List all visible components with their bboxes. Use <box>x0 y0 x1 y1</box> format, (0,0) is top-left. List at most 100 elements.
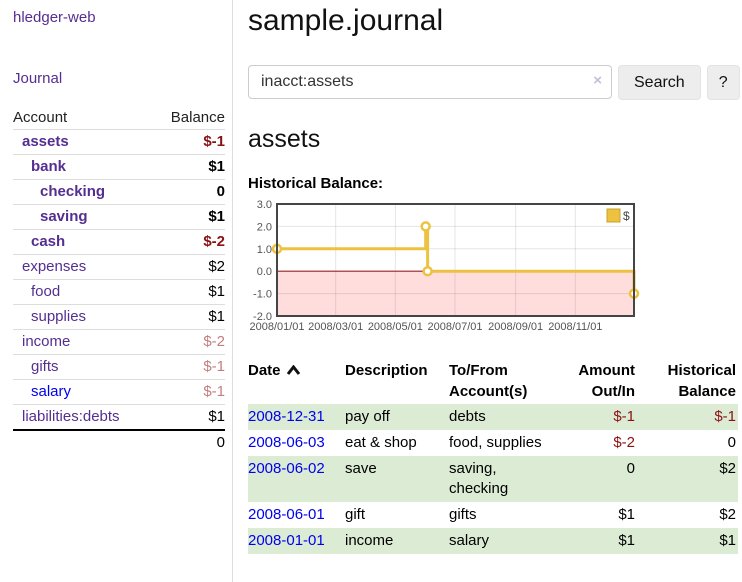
account-row: assets $-1 <box>13 129 225 155</box>
transaction-description: save <box>345 460 377 477</box>
transaction-accounts: food, supplies <box>449 434 542 451</box>
transaction-date-cell: 2008-06-01 <box>248 502 345 528</box>
transaction-description: income <box>345 532 394 549</box>
account-link[interactable]: gifts <box>31 358 59 375</box>
transaction-balance: $-1 <box>714 408 736 425</box>
register-col-label: Historical <box>667 362 736 379</box>
account-link[interactable]: assets <box>22 133 69 150</box>
transaction-date-cell: 2008-06-03 <box>248 430 345 456</box>
account-link[interactable]: bank <box>31 158 67 175</box>
register-col-label: Description <box>345 362 428 379</box>
page-title: sample.journal <box>248 4 444 37</box>
register-col-historical: Historical Balance <box>643 358 738 404</box>
register-header-row: Date Description To/From Account(s) Amount Ou… <box>248 358 738 404</box>
account-link[interactable]: expenses <box>22 258 87 275</box>
chart-border <box>276 203 635 317</box>
transaction-balance: $2 <box>719 506 736 523</box>
account-balance: $1 <box>153 204 225 230</box>
register-col-description: Description <box>345 358 449 404</box>
register-col-date[interactable]: Date <box>248 358 345 404</box>
transaction-date-cell: 2008-06-02 <box>248 456 345 502</box>
transaction-date-link[interactable]: 2008-12-31 <box>248 408 325 425</box>
chart-y-tick-label: 0.0 <box>257 266 272 278</box>
account-balance: $-2 <box>153 329 225 355</box>
transaction-description: eat & shop <box>345 434 417 451</box>
main-content: sample.journal × Search ? assets Histori… <box>248 0 742 554</box>
help-button[interactable]: ? <box>706 65 740 100</box>
chart-legend-swatch <box>606 208 621 223</box>
transaction-balance: $1 <box>719 532 736 549</box>
chart-title: Historical Balance: <box>248 175 384 192</box>
register-table: Date Description To/From Account(s) Amount Ou… <box>248 358 738 554</box>
account-link[interactable]: cash <box>31 233 66 250</box>
transaction-date-link[interactable]: 2008-01-01 <box>248 532 325 549</box>
transaction-balance: 0 <box>727 434 736 451</box>
chart-x-tick-label: 2008/01/01 <box>249 321 304 333</box>
account-name-cell: income <box>13 329 154 355</box>
account-balance: $1 <box>153 279 225 305</box>
search-input[interactable] <box>248 65 612 99</box>
register-col-label: Amount <box>578 362 635 379</box>
transaction-date-link[interactable]: 2008-06-02 <box>248 460 325 477</box>
chart-data-point <box>422 265 433 277</box>
account-name-cell: liabilities:debts <box>13 404 154 430</box>
transaction-date-link[interactable]: 2008-06-03 <box>248 434 325 451</box>
transaction-amount: $1 <box>618 506 635 523</box>
account-row: income $-2 <box>13 329 225 355</box>
accounts-header-row: Account Balance <box>13 106 225 130</box>
transaction-amount: $1 <box>618 532 635 549</box>
account-row: food $1 <box>13 279 225 305</box>
account-row: cash $-2 <box>13 229 225 255</box>
transaction-row: 2008-06-01 gift gifts $1 $2 <box>248 502 738 528</box>
account-link[interactable]: supplies <box>31 308 87 325</box>
brand-link[interactable]: hledger-web <box>13 9 96 26</box>
chart-x-tick-label: 2008/03/01 <box>308 321 363 333</box>
account-link[interactable]: saving <box>40 208 88 225</box>
accounts-col-account: Account <box>13 109 68 126</box>
account-name-cell: salary <box>13 379 154 405</box>
chart-y-tick-label: -1.0 <box>253 289 272 301</box>
account-balance: $-1 <box>153 379 225 405</box>
transaction-row: 2008-06-03 eat & shop food, supplies $-2 0 <box>248 430 738 456</box>
clear-search-icon[interactable]: × <box>593 72 602 89</box>
account-balance: $-2 <box>153 229 225 255</box>
account-balance: $1 <box>153 304 225 330</box>
account-link[interactable]: salary <box>31 383 72 400</box>
transaction-date-link[interactable]: 2008-06-01 <box>248 506 325 523</box>
sidebar-item-journal[interactable]: Journal <box>13 70 63 87</box>
account-name-cell: saving <box>13 204 154 230</box>
search-button[interactable]: Search <box>618 65 701 100</box>
account-link[interactable]: income <box>22 333 71 350</box>
transaction-accounts: salary <box>449 532 490 549</box>
account-link[interactable]: food <box>31 283 61 300</box>
transaction-accounts: gifts <box>449 506 477 523</box>
chart-y-tick-label: 3.0 <box>257 199 272 211</box>
chart-x-tick-label: 2008/05/01 <box>368 321 423 333</box>
register-col-label: Date <box>248 360 337 381</box>
transaction-accounts: debts <box>449 408 486 425</box>
accounts-total-spacer <box>13 429 154 455</box>
account-balance: $2 <box>153 254 225 280</box>
account-balance: $-1 <box>153 129 225 155</box>
account-link[interactable]: liabilities:debts <box>22 408 120 425</box>
account-balance: $1 <box>153 154 225 180</box>
chart-negative-region <box>277 271 634 316</box>
account-link[interactable]: checking <box>40 183 106 200</box>
account-name-cell: checking <box>13 179 154 205</box>
search-box: × <box>248 65 612 99</box>
account-row: expenses $2 <box>13 254 225 280</box>
accounts-col-balance: Balance <box>170 109 225 126</box>
transaction-description: pay off <box>345 408 390 425</box>
account-balance: $1 <box>153 404 225 430</box>
transaction-date-cell: 2008-01-01 <box>248 528 345 554</box>
account-name-cell: assets <box>13 129 154 155</box>
account-balance: $-1 <box>153 354 225 380</box>
account-name-cell: cash <box>13 229 154 255</box>
transaction-row: 2008-01-01 income salary $1 $1 <box>248 528 738 554</box>
accounts-total-row: 0 <box>13 429 225 455</box>
account-name-cell: gifts <box>13 354 154 380</box>
accounts-table: Account Balance assets $-1 bank $1 checking 0… <box>13 106 225 455</box>
register-col-label-line2: Out/In <box>591 383 635 400</box>
